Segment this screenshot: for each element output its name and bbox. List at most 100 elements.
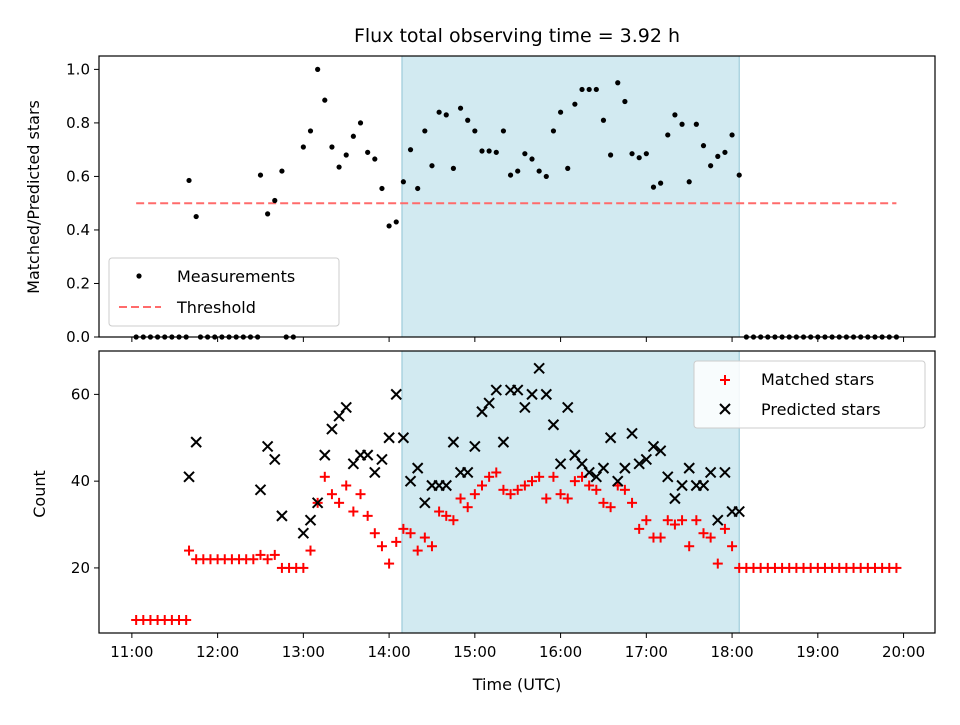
matched-point-45 — [448, 515, 459, 526]
measurement-point-61 — [557, 109, 564, 115]
matched-point-49 — [476, 480, 487, 491]
measurement-point-77 — [672, 112, 678, 118]
measurement-point-31 — [343, 152, 349, 158]
matched-point-52 — [498, 484, 509, 495]
predicted-point-16 — [369, 466, 381, 479]
measurement-point-60 — [550, 128, 557, 134]
matched-point-55 — [519, 480, 530, 491]
measurement-point-69 — [615, 80, 621, 86]
x-tick-label-9: 20:00 — [882, 643, 925, 661]
matched-point-19 — [262, 554, 273, 565]
legend-matched-marker — [720, 375, 730, 385]
measurement-point-34 — [365, 149, 371, 155]
predicted-point-6 — [297, 527, 310, 539]
matched-point-44 — [441, 510, 452, 521]
measurement-point-44 — [436, 109, 442, 115]
matched-point-70 — [627, 497, 638, 508]
observing-span-0 — [401, 55, 740, 338]
measurement-point-72 — [636, 155, 642, 161]
predicted-point-52 — [626, 427, 638, 440]
measurement-point-82 — [708, 163, 714, 169]
measurement-point-51 — [486, 148, 492, 154]
matched-point-18 — [255, 549, 266, 560]
predicted-point-1 — [190, 436, 202, 448]
y-tick-label-0-0: 0.0 — [66, 328, 90, 346]
predicted-point-41 — [547, 419, 560, 431]
predicted-point-12 — [340, 401, 352, 414]
matched-point-56 — [527, 476, 538, 487]
matched-point-77 — [677, 515, 688, 526]
measurement-point-30 — [336, 164, 342, 170]
matched-point-60 — [555, 489, 566, 500]
measurement-point-70 — [622, 98, 628, 105]
measurement-point-38 — [393, 219, 399, 225]
measurement-point-59 — [543, 173, 549, 180]
predicted-point-19 — [390, 388, 402, 401]
top-y-axis-label: Matched/Predicted stars — [24, 100, 43, 294]
measurement-point-85 — [729, 132, 735, 138]
measurement-point-36 — [379, 185, 385, 192]
matched-point-71 — [634, 523, 645, 534]
matched-point-82 — [712, 558, 723, 569]
matched-point-79 — [691, 515, 702, 526]
matched-point-64 — [584, 480, 595, 491]
bottom-y-axis-label: Count — [30, 470, 49, 518]
bottom-panel: 20 40 60 11:00 12:00 13:00 14:00 15:00 16:00 17:0… — [71, 350, 936, 661]
x-tick-label-7: 18:00 — [710, 643, 753, 661]
y-tick-label-0-1: 0.2 — [66, 274, 90, 292]
measurement-point-81 — [700, 143, 707, 149]
matched-point-75 — [662, 515, 673, 526]
matched-point-24 — [298, 562, 309, 573]
matched-point-66 — [598, 497, 609, 508]
top-legend-box — [108, 257, 340, 327]
plot-frame-0 — [98, 55, 936, 338]
matched-point-41 — [419, 532, 430, 543]
measurement-point-79 — [686, 179, 692, 185]
measurement-point-32 — [350, 133, 356, 139]
matched-point-47 — [462, 502, 473, 513]
predicted-point-62 — [697, 479, 710, 492]
matched-point-62 — [569, 476, 580, 487]
predicted-point-37 — [519, 401, 531, 414]
predicted-point-59 — [676, 479, 688, 492]
measurement-point-54 — [507, 172, 514, 178]
predicted-point-13 — [347, 458, 360, 470]
measurement-point-67 — [600, 117, 607, 123]
predicted-point-5 — [276, 510, 288, 522]
measurement-point-20 — [265, 211, 271, 217]
predicted-point-67 — [733, 505, 745, 518]
matched-point-28 — [326, 489, 337, 500]
matched-point-74 — [655, 532, 666, 543]
matched-point-32 — [355, 489, 366, 500]
predicted-point-0 — [183, 471, 195, 483]
measurement-point-29 — [329, 144, 335, 150]
chart-title: Flux total observing time = 3.92 h — [354, 25, 680, 47]
measurement-point-56 — [522, 151, 528, 157]
matched-point-76 — [669, 519, 680, 530]
matched-point-107 — [891, 562, 902, 573]
matched-point-51 — [491, 467, 502, 478]
measurement-point-21 — [272, 197, 278, 204]
predicted-point-56 — [654, 445, 667, 457]
matched-point-43 — [434, 506, 445, 517]
measurement-point-57 — [529, 156, 535, 162]
x-tick-label-0: 11:00 — [110, 643, 153, 661]
predicted-point-63 — [704, 466, 717, 479]
measurement-point-39 — [400, 179, 406, 185]
predicted-point-53 — [633, 458, 645, 470]
measurement-point-8 — [186, 177, 192, 184]
predicted-point-43 — [562, 401, 574, 414]
matched-point-48 — [469, 489, 480, 500]
measurement-point-33 — [357, 120, 364, 126]
bottom-legend-box — [693, 360, 926, 429]
predicted-point-38 — [526, 388, 538, 401]
measurement-point-40 — [407, 147, 414, 153]
matched-point-29 — [334, 497, 345, 508]
matched-point-69 — [619, 484, 630, 495]
predicted-point-33 — [490, 384, 502, 396]
x-tick-label-5: 16:00 — [539, 643, 582, 661]
matched-point-39 — [405, 528, 416, 539]
predicted-point-11 — [333, 410, 345, 422]
